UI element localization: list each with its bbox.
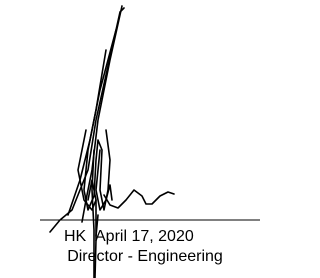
- date: April 17, 2020: [95, 228, 194, 245]
- page: {"signature_block": {"initials": "HK", "…: [0, 0, 260, 278]
- signature-block: HK April 17, 2020 Director - Engineering: [0, 0, 260, 278]
- initials: HK: [64, 228, 87, 245]
- role: Director - Engineering: [67, 248, 223, 265]
